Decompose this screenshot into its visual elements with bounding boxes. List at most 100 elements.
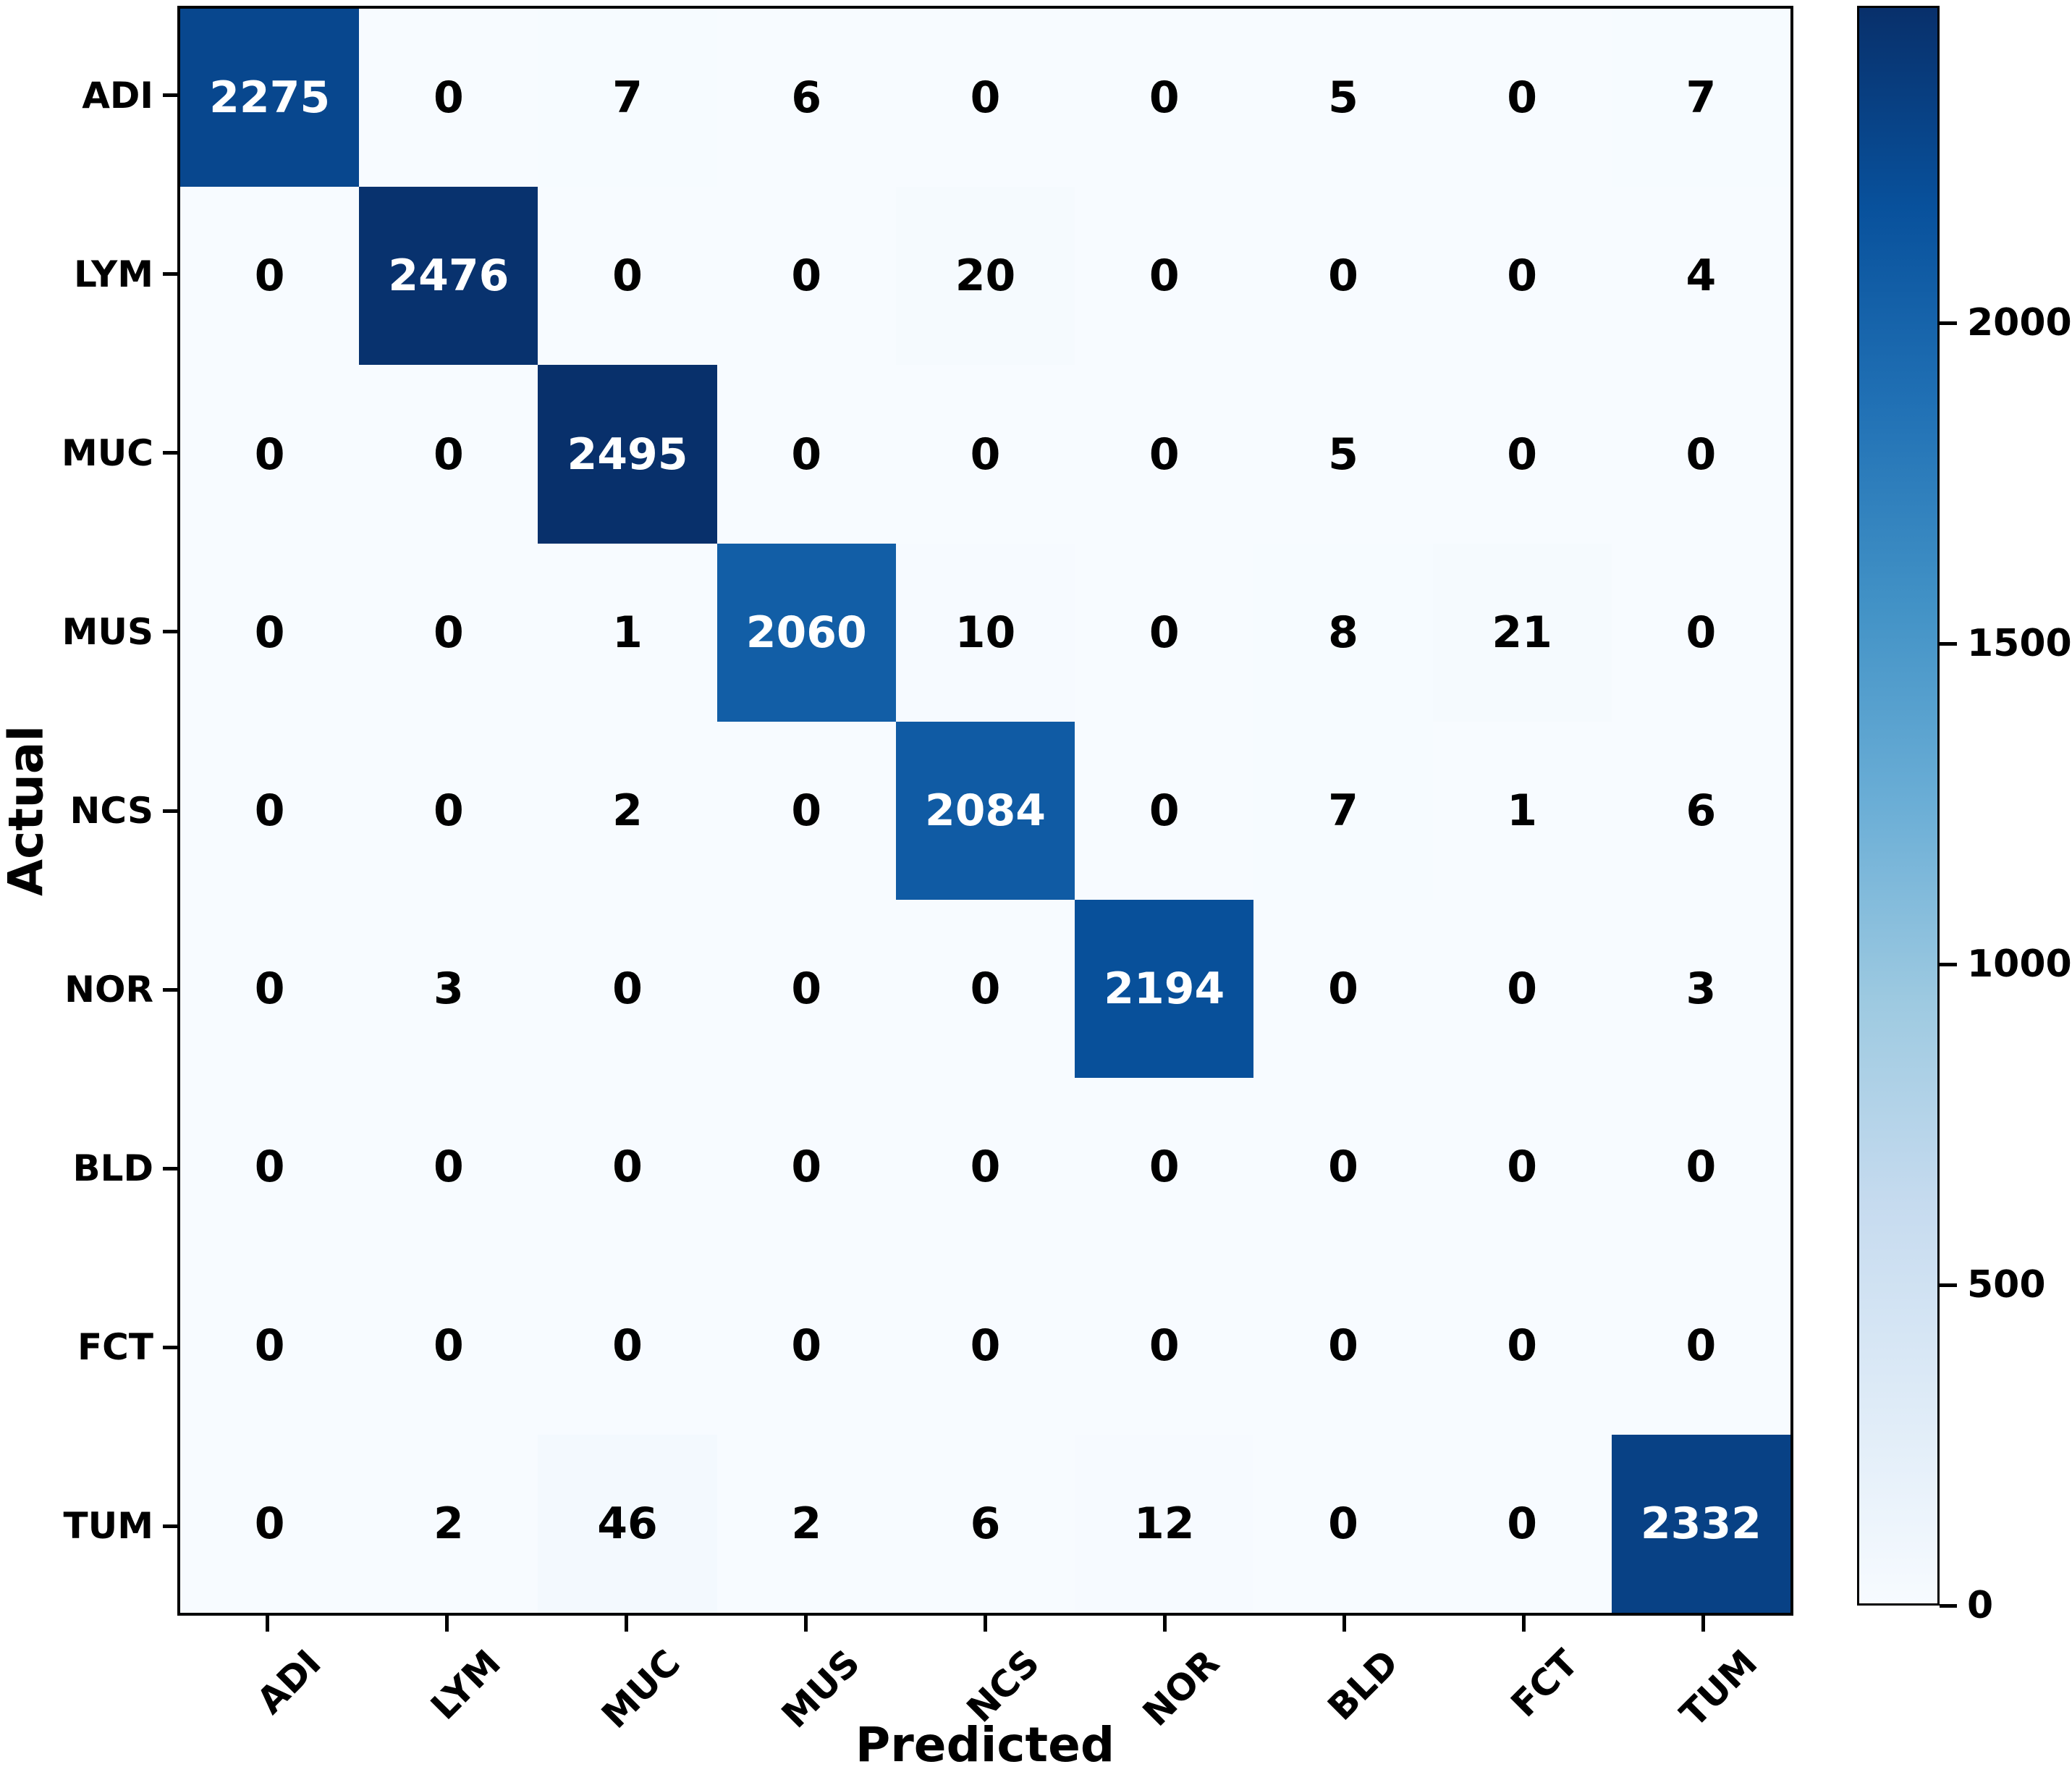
colorbar-tick-label: 1500 xyxy=(1967,622,2072,666)
x-tick xyxy=(984,1616,987,1632)
matrix-cell-LYM-NOR: 0 xyxy=(1075,187,1254,366)
matrix-cell-MUS-LYM: 0 xyxy=(359,543,538,722)
matrix-cell-FCT-MUS: 0 xyxy=(716,1256,896,1435)
matrix-cell-ADI-NOR: 0 xyxy=(1075,9,1254,187)
matrix-cell-BLD-NCS: 0 xyxy=(895,1078,1075,1257)
matrix-cell-BLD-FCT: 0 xyxy=(1432,1078,1612,1257)
matrix-cell-ADI-NCS: 0 xyxy=(895,9,1075,187)
x-tick xyxy=(624,1616,628,1632)
matrix-cell-MUS-NOR: 0 xyxy=(1075,543,1254,722)
matrix-cell-NCS-LYM: 0 xyxy=(359,721,538,900)
matrix-cell-FCT-NCS: 0 xyxy=(895,1256,1075,1435)
colorbar-tick xyxy=(1940,1283,1957,1287)
y-tick xyxy=(163,987,177,992)
colorbar-tick-label: 0 xyxy=(1967,1584,1994,1627)
colorbar-tick xyxy=(1940,962,1957,966)
matrix-cell-NOR-TUM: 3 xyxy=(1611,900,1790,1079)
x-tick xyxy=(1522,1616,1526,1632)
matrix-cell-MUS-TUM: 0 xyxy=(1611,543,1790,722)
matrix-cell-TUM-NOR: 12 xyxy=(1075,1434,1254,1613)
matrix-cell-FCT-ADI: 0 xyxy=(180,1256,360,1435)
heatmap-plot: 2275 0 7 6 0 0 5 0 7 0 2476 0 0 20 0 0 0 4 0 0 2495 0 0 0 5 0 0 0 0 1… xyxy=(177,6,1793,1616)
y-tick-label: TUM xyxy=(63,1505,153,1548)
matrix-cell-MUC-NCS: 0 xyxy=(895,365,1075,544)
matrix-cell-TUM-ADI: 0 xyxy=(180,1434,360,1613)
matrix-cell-NOR-LYM: 3 xyxy=(359,900,538,1079)
matrix-cell-BLD-TUM: 0 xyxy=(1611,1078,1790,1257)
matrix-cell-TUM-FCT: 0 xyxy=(1432,1434,1612,1613)
matrix-cell-LYM-ADI: 0 xyxy=(180,187,360,366)
x-tick-label: FCT xyxy=(1502,1642,1586,1726)
matrix-cell-MUC-BLD: 5 xyxy=(1253,365,1433,544)
matrix-cell-BLD-MUC: 0 xyxy=(538,1078,717,1257)
x-tick-label: MUS xyxy=(774,1642,868,1737)
y-tick xyxy=(163,1166,177,1171)
y-tick-label: NOR xyxy=(64,969,153,1011)
x-tick-label: ADI xyxy=(249,1642,330,1722)
matrix-cell-MUC-TUM: 0 xyxy=(1611,365,1790,544)
matrix-cell-BLD-BLD: 0 xyxy=(1253,1078,1433,1257)
y-tick-label: MUS xyxy=(62,610,153,653)
matrix-cell-MUS-ADI: 0 xyxy=(180,543,360,722)
colorbar-tick xyxy=(1940,321,1957,325)
matrix-cell-NCS-FCT: 1 xyxy=(1432,721,1612,900)
colorbar xyxy=(1857,6,1940,1606)
matrix-cell-BLD-MUS: 0 xyxy=(716,1078,896,1257)
matrix-cell-BLD-NOR: 0 xyxy=(1075,1078,1254,1257)
colorbar-tick-label: 2000 xyxy=(1967,301,2072,345)
matrix-cell-ADI-ADI: 2275 xyxy=(180,9,360,187)
y-axis-title: Actual xyxy=(0,725,54,896)
matrix-cell-MUS-NCS: 10 xyxy=(895,543,1075,722)
matrix-cell-LYM-MUC: 0 xyxy=(538,187,717,366)
y-tick-label: NCS xyxy=(69,790,153,832)
matrix-cell-NCS-BLD: 7 xyxy=(1253,721,1433,900)
matrix-cell-NOR-NCS: 0 xyxy=(895,900,1075,1079)
matrix-cell-NOR-BLD: 0 xyxy=(1253,900,1433,1079)
y-tick xyxy=(163,1345,177,1349)
matrix-cell-FCT-NOR: 0 xyxy=(1075,1256,1254,1435)
matrix-cell-LYM-LYM: 2476 xyxy=(359,187,538,366)
matrix-cell-TUM-NCS: 6 xyxy=(895,1434,1075,1613)
y-tick xyxy=(163,1524,177,1528)
y-tick xyxy=(163,272,177,277)
matrix-cell-TUM-MUS: 2 xyxy=(716,1434,896,1613)
matrix-cell-MUC-NOR: 0 xyxy=(1075,365,1254,544)
matrix-cell-NCS-ADI: 0 xyxy=(180,721,360,900)
matrix-cell-LYM-NCS: 20 xyxy=(895,187,1075,366)
matrix-cell-ADI-MUC: 7 xyxy=(538,9,717,187)
y-tick xyxy=(163,451,177,455)
matrix-cell-NCS-NOR: 0 xyxy=(1075,721,1254,900)
y-tick xyxy=(163,809,177,813)
matrix-cell-MUS-MUS: 2060 xyxy=(716,543,896,722)
x-tick-label: TUM xyxy=(1672,1642,1766,1736)
matrix-cell-NOR-NOR: 2194 xyxy=(1075,900,1254,1079)
x-tick-label: LYM xyxy=(423,1642,509,1728)
x-tick xyxy=(1701,1616,1706,1632)
matrix-cell-MUC-MUS: 0 xyxy=(716,365,896,544)
x-tick xyxy=(1163,1616,1167,1632)
heatmap-grid: 2275 0 7 6 0 0 5 0 7 0 2476 0 0 20 0 0 0 4 0 0 2495 0 0 0 5 0 0 0 0 1… xyxy=(180,9,1790,1613)
matrix-cell-ADI-BLD: 5 xyxy=(1253,9,1433,187)
matrix-cell-NCS-TUM: 6 xyxy=(1611,721,1790,900)
y-tick-label: BLD xyxy=(72,1147,153,1190)
y-tick-label: LYM xyxy=(73,253,153,295)
x-tick-label: MUC xyxy=(593,1642,689,1737)
x-tick-label: NOR xyxy=(1134,1642,1227,1734)
y-tick xyxy=(163,93,177,98)
x-tick xyxy=(1342,1616,1347,1632)
x-tick xyxy=(803,1616,808,1632)
matrix-cell-NCS-MUS: 0 xyxy=(716,721,896,900)
matrix-cell-NOR-FCT: 0 xyxy=(1432,900,1612,1079)
matrix-cell-NCS-NCS: 2084 xyxy=(895,721,1075,900)
matrix-cell-TUM-BLD: 0 xyxy=(1253,1434,1433,1613)
colorbar-tick-label: 1000 xyxy=(1967,942,2072,987)
colorbar-tick-label: 500 xyxy=(1967,1263,2046,1307)
matrix-cell-LYM-FCT: 0 xyxy=(1432,187,1612,366)
matrix-cell-ADI-LYM: 0 xyxy=(359,9,538,187)
matrix-cell-NOR-ADI: 0 xyxy=(180,900,360,1079)
matrix-cell-MUC-FCT: 0 xyxy=(1432,365,1612,544)
matrix-cell-MUC-ADI: 0 xyxy=(180,365,360,544)
y-tick-label: FCT xyxy=(77,1326,153,1369)
matrix-cell-MUS-BLD: 8 xyxy=(1253,543,1433,722)
